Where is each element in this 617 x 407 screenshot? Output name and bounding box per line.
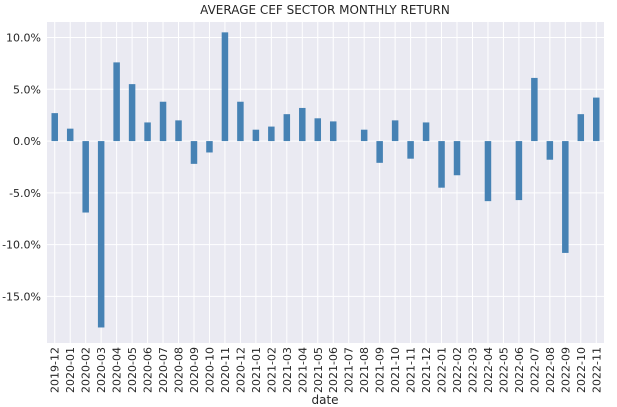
bar: [51, 113, 58, 142]
x-tick-label: 2021-12: [420, 347, 433, 393]
x-tick-label: 2021-06: [327, 347, 340, 393]
x-tick-label: 2021-09: [374, 347, 387, 393]
bar: [283, 114, 291, 142]
bar: [113, 62, 120, 142]
bar: [360, 129, 368, 142]
bar: [391, 120, 399, 142]
x-tick-label: 2020-11: [219, 347, 232, 393]
y-tick-label: 10.0%: [6, 32, 41, 45]
y-tick-label: 0.0%: [13, 135, 41, 148]
x-tick-label: 2020-07: [157, 347, 170, 393]
bar: [329, 121, 337, 142]
bar: [221, 32, 229, 142]
bar: [159, 101, 167, 142]
x-tick-label: 2020-04: [111, 347, 124, 393]
bar: [206, 141, 213, 153]
x-tick-label: 2020-06: [142, 347, 155, 393]
x-tick-label: 2022-10: [575, 347, 588, 393]
x-tick-label: 2021-05: [312, 347, 325, 393]
x-tick-label: 2020-05: [126, 347, 139, 393]
x-tick-label: 2021-08: [358, 347, 371, 393]
x-tick-label: 2022-02: [451, 347, 464, 393]
x-tick-label: 2022-04: [482, 347, 495, 393]
x-tick-label: 2021-03: [281, 347, 294, 393]
bar: [314, 118, 322, 142]
bars: [51, 32, 600, 328]
bar: [128, 84, 136, 142]
x-tick-label: 2020-09: [188, 347, 201, 393]
bar: [144, 122, 151, 142]
bar: [190, 141, 198, 164]
x-tick-label: 2022-03: [466, 347, 479, 393]
x-tick-label: 2020-08: [173, 347, 186, 393]
bar: [515, 141, 523, 201]
bar: [376, 141, 383, 163]
y-tick-labels: 10.0% 5.0% 0.0% -5.0% -10.0% -15.0%: [2, 32, 41, 304]
bar: [66, 128, 74, 142]
chart-title: AVERAGE CEF SECTOR MONTHLY RETURN: [200, 3, 450, 17]
x-tick-label: 2021-04: [296, 347, 309, 393]
x-tick-label: 2022-11: [590, 347, 603, 393]
x-tick-label: 2020-01: [64, 347, 77, 393]
plot-area: [47, 22, 604, 343]
x-tick-label: 2020-12: [234, 347, 247, 393]
x-tick-label: 2019-12: [49, 347, 62, 393]
y-tick-label: -15.0%: [2, 290, 41, 303]
x-axis-title: date: [311, 393, 338, 407]
x-tick-label: 2022-09: [559, 347, 572, 393]
bar: [577, 114, 585, 142]
bar: [593, 97, 600, 142]
x-tick-label: 2022-07: [528, 347, 541, 393]
bar: [175, 120, 182, 142]
bar: [299, 107, 306, 142]
y-tick-label: -5.0%: [9, 187, 41, 200]
x-tick-label: 2021-11: [405, 347, 418, 393]
bar: [453, 141, 461, 176]
bar: [97, 141, 105, 328]
x-tick-label: 2022-08: [544, 347, 557, 393]
x-tick-label: 2020-10: [203, 347, 216, 393]
x-tick-label: 2022-01: [436, 347, 449, 393]
y-tick-label: 5.0%: [13, 83, 41, 96]
bar: [237, 101, 244, 142]
bar: [407, 141, 414, 159]
x-tick-label: 2020-03: [95, 347, 108, 393]
x-tick-label: 2021-02: [265, 347, 278, 393]
bar: [82, 141, 89, 213]
bar: [562, 141, 569, 253]
x-tick-label: 2021-07: [343, 347, 356, 393]
x-tick-label: 2021-01: [250, 347, 263, 393]
x-tick-label: 2022-05: [497, 347, 510, 393]
bar: [252, 129, 260, 142]
y-tick-label: -10.0%: [2, 239, 41, 252]
bar: [422, 122, 430, 142]
bar: [438, 141, 445, 188]
bar: [546, 141, 554, 160]
x-tick-labels: 2019-12 2020-01 2020-02 2020-03 2020-04 2020-…: [49, 347, 604, 393]
bar: [268, 126, 275, 142]
x-tick-label: 2021-10: [389, 347, 402, 393]
bar: [531, 77, 538, 142]
bar: [484, 141, 492, 202]
x-tick-label: 2020-02: [80, 347, 93, 393]
x-tick-label: 2022-06: [513, 347, 526, 393]
